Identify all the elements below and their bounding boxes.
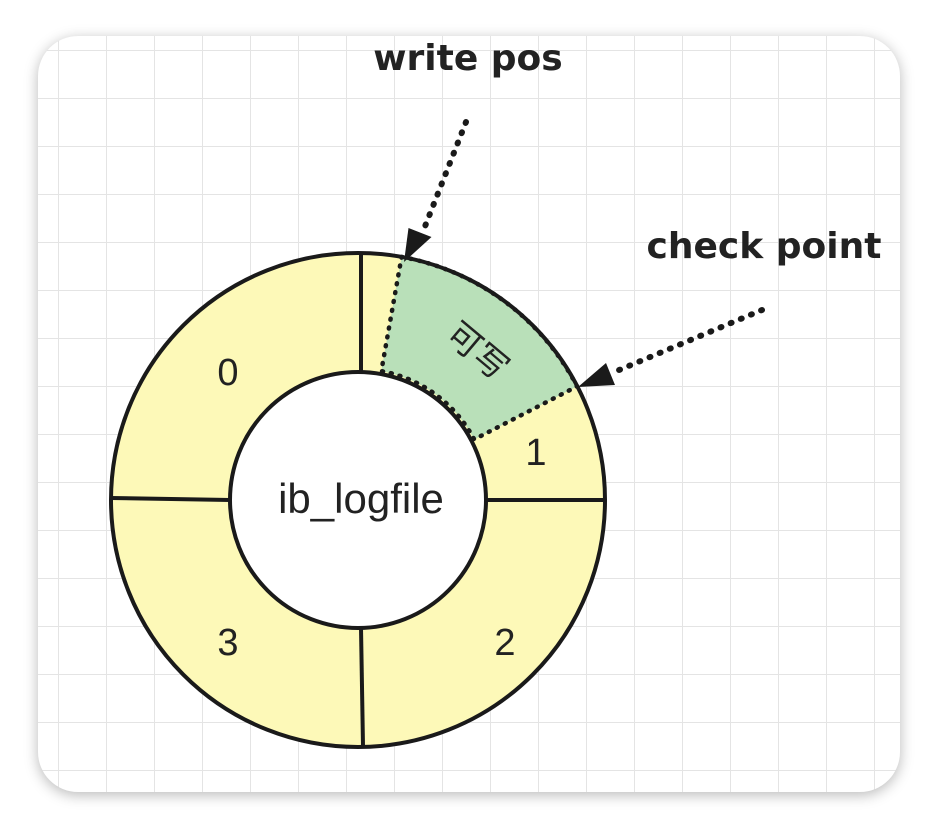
segment-3-label: 3 [217, 622, 238, 664]
divider-bottom [359, 627, 365, 747]
center-label: ib_logfile [278, 475, 444, 522]
divider-left [110, 496, 231, 502]
check-point-label: check point [647, 226, 882, 267]
write-pos-arrowhead [404, 228, 432, 262]
write-pos-arrow-line [419, 119, 469, 237]
segment-0-label: 0 [217, 352, 238, 394]
ring-center [228, 370, 488, 630]
segment-2-label: 2 [494, 622, 515, 664]
check-point-arrow-line [609, 307, 765, 376]
segment-1-label: 1 [525, 432, 546, 474]
check-point-arrowhead [578, 363, 615, 387]
write-pos-label: write pos [373, 38, 562, 79]
